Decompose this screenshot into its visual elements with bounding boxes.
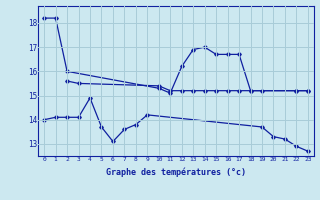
X-axis label: Graphe des températures (°c): Graphe des températures (°c) xyxy=(106,168,246,177)
